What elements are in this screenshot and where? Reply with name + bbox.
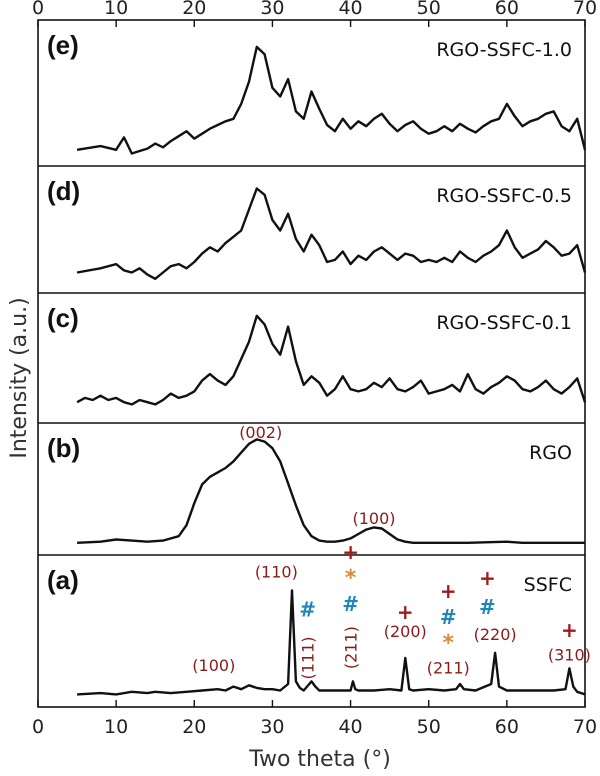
x-axis-title: Two theta (°) xyxy=(248,747,391,772)
sample-name-label: RGO xyxy=(529,442,572,464)
miller-index-label: (220) xyxy=(474,625,517,644)
x-tick-label-bottom: 0 xyxy=(32,716,44,738)
plus-phase-marker: + xyxy=(479,566,496,590)
x-tick-label-bottom: 20 xyxy=(182,716,206,738)
sample-name-label: RGO-SSFC-1.0 xyxy=(436,39,572,61)
plus-phase-marker: + xyxy=(561,618,578,642)
peak-label: (100) xyxy=(352,509,395,528)
x-tick-label-top: 70 xyxy=(573,0,597,19)
series-line-SSFC xyxy=(77,589,586,696)
sample-name-label: RGO-SSFC-0.5 xyxy=(436,185,572,207)
sample-name-label: SSFC xyxy=(524,574,572,596)
panel-letter-label: (b) xyxy=(47,433,80,463)
miller-index-label: (111) xyxy=(299,636,318,679)
hash-phase-marker: # xyxy=(479,595,496,619)
peak-label: (002) xyxy=(239,423,282,442)
hash-phase-marker: # xyxy=(440,605,457,629)
star-phase-marker: * xyxy=(345,566,357,591)
series-line-RGO-SSFC-0.1 xyxy=(76,314,587,406)
plot-area: 0 0 10 10 20 20 30 30 40 40 50 50 60 60 70 70 (e) RGO-SSF… xyxy=(32,0,597,738)
panel-letter-label: (c) xyxy=(47,303,79,333)
series-line-RGO xyxy=(77,438,585,544)
y-axis-title: Intensity (a.u.) xyxy=(7,297,32,458)
miller-index-label: (200) xyxy=(384,622,427,641)
miller-index-label: (110) xyxy=(255,562,298,581)
x-tick-label-top: 40 xyxy=(338,0,362,19)
x-tick-label-top: 10 xyxy=(104,0,128,19)
miller-index-label: (100) xyxy=(192,656,235,675)
panel-letter-label: (d) xyxy=(47,176,80,206)
panel-letter-label: (a) xyxy=(47,565,79,595)
miller-index-label: (211) xyxy=(427,659,470,678)
hash-phase-marker: # xyxy=(342,592,359,616)
series-line-RGO-SSFC-0.5 xyxy=(76,187,587,280)
plus-phase-marker: + xyxy=(342,540,359,564)
x-tick-label-bottom: 50 xyxy=(417,716,441,738)
plus-phase-marker: + xyxy=(440,579,457,603)
x-tick-label-top: 30 xyxy=(260,0,284,19)
plot-frame xyxy=(37,19,586,708)
hash-phase-marker: # xyxy=(299,597,316,621)
sample-name-label: RGO-SSFC-0.1 xyxy=(436,312,572,334)
miller-index-label: (310) xyxy=(548,646,591,665)
panel-letter-label: (e) xyxy=(47,30,79,60)
x-tick-label-bottom: 60 xyxy=(495,716,519,738)
x-tick-label-top: 20 xyxy=(182,0,206,19)
x-tick-label-top: 60 xyxy=(495,0,519,19)
x-tick-label-bottom: 70 xyxy=(573,716,597,738)
x-tick-label-top: 0 xyxy=(32,0,44,19)
plus-phase-marker: + xyxy=(397,600,414,624)
x-tick-label-top: 50 xyxy=(417,0,441,19)
star-phase-marker: * xyxy=(442,631,454,656)
x-tick-label-bottom: 40 xyxy=(338,716,362,738)
x-tick-label-bottom: 10 xyxy=(104,716,128,738)
x-tick-label-bottom: 30 xyxy=(260,716,284,738)
miller-index-label: (211) xyxy=(342,626,361,669)
series-line-RGO-SSFC-1.0 xyxy=(76,45,587,155)
